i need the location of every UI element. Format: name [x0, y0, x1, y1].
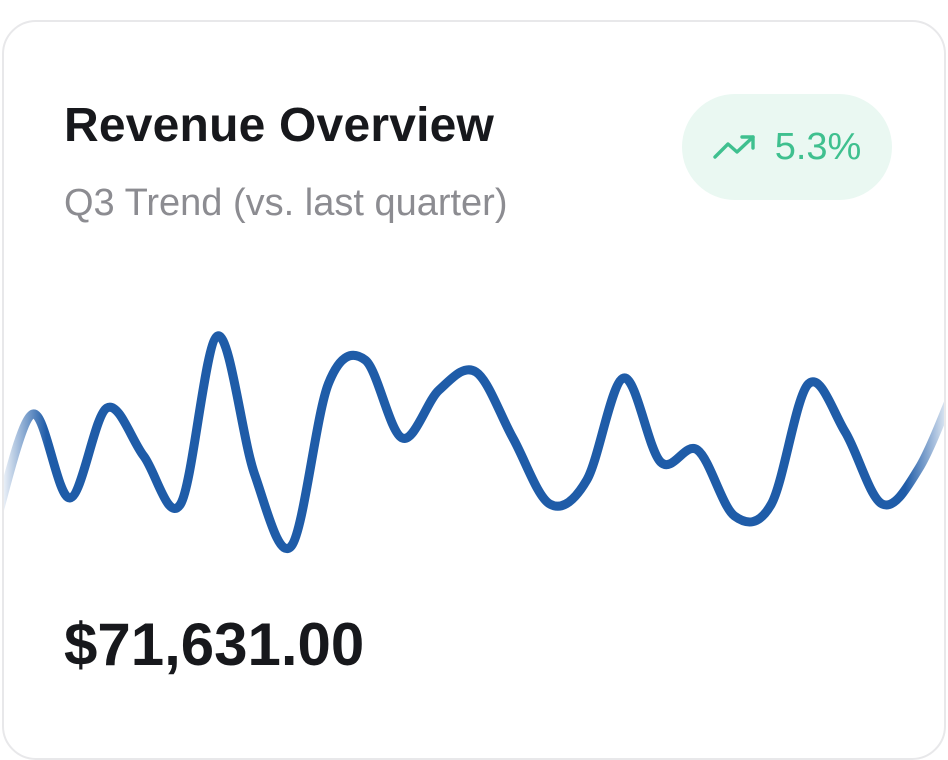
revenue-card: Revenue Overview Q3 Trend (vs. last quar…: [2, 20, 946, 760]
revenue-line-chart: [4, 272, 944, 572]
change-badge: 5.3%: [682, 94, 892, 200]
trend-up-icon: [712, 135, 755, 159]
card-title: Revenue Overview: [64, 99, 495, 152]
change-percent: 5.3%: [774, 125, 862, 168]
revenue-amount: $71,631.00: [64, 611, 365, 678]
edge-fade: [4, 272, 944, 572]
card-subtitle: Q3 Trend (vs. last quarter): [64, 182, 508, 224]
